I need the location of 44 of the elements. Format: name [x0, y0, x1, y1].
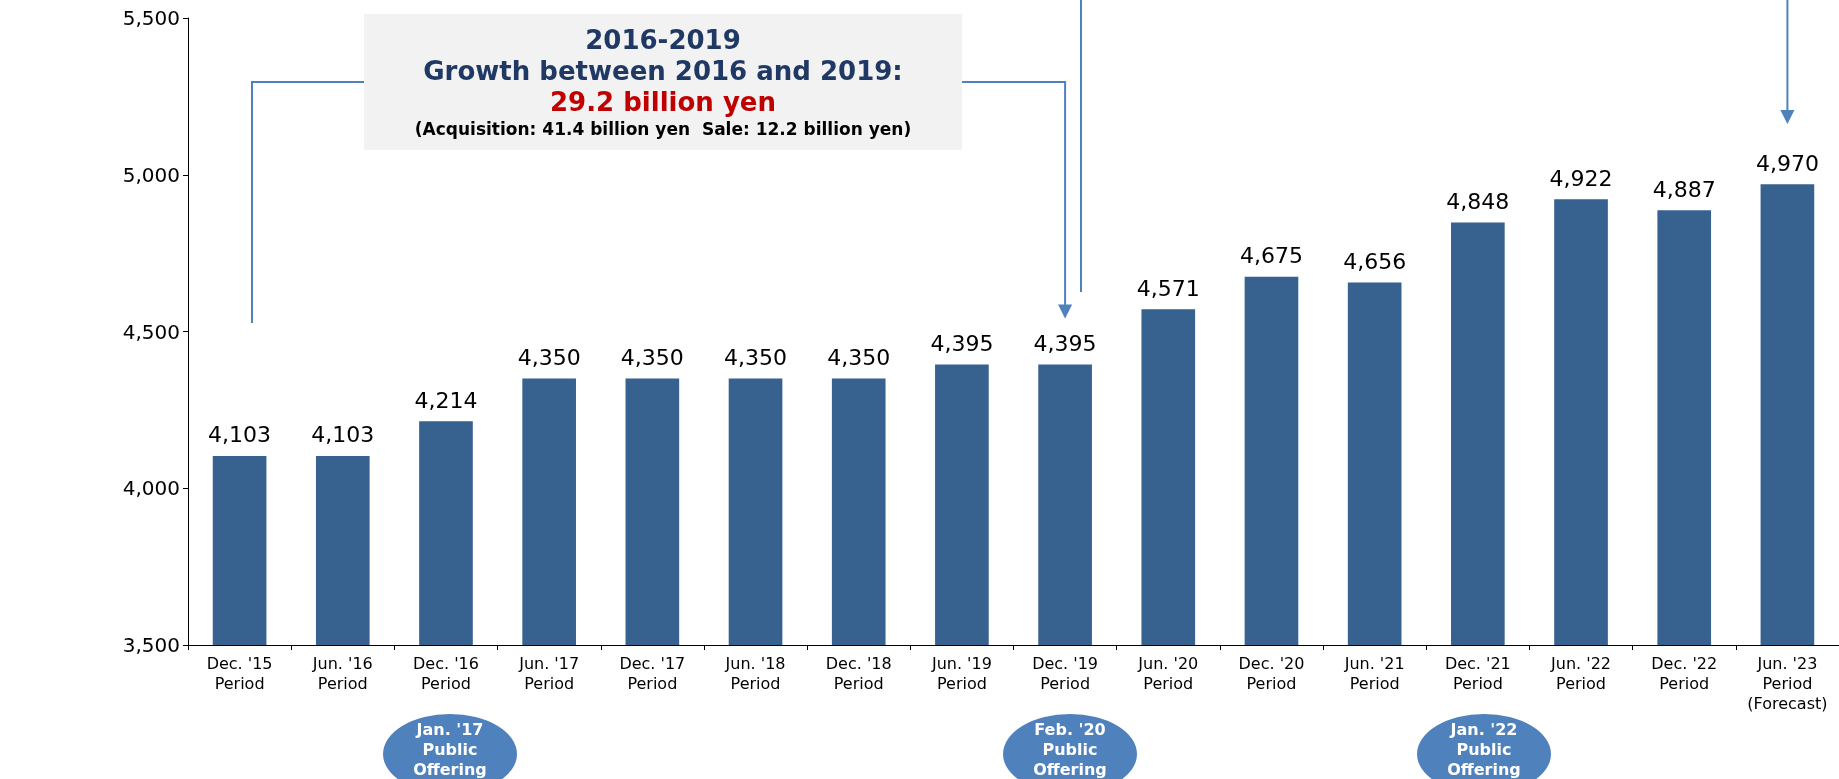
x-tick-label: Dec. '22 Period: [1651, 653, 1718, 693]
data-label: 4,656: [1343, 249, 1407, 275]
x-tick-label: Dec. '17 Period: [619, 653, 686, 693]
x-tick-label: Dec. '19 Period: [1032, 653, 1099, 693]
oval-badge: Jan. '22 Public Offering: [1417, 714, 1551, 779]
data-label: 4,848: [1446, 188, 1510, 214]
y-tick-label: 3,500: [122, 633, 180, 657]
x-tick-label: Jun. '18 Period: [724, 653, 786, 693]
data-label: 4,350: [620, 345, 684, 371]
oval-badge: Jan. '17 Public Offering: [383, 714, 517, 779]
x-tick-label: Dec. '18 Period: [825, 653, 892, 693]
x-tick-label: Jun. '21 Period: [1343, 653, 1405, 693]
y-tick-label: 5,000: [122, 162, 180, 187]
annotation: 2016-2019: [584, 25, 742, 57]
x-tick-label: Dec. '16 Period: [413, 653, 479, 693]
data-label: 4,970: [1755, 150, 1819, 176]
data-label: 4,350: [827, 345, 891, 371]
x-tick-label: Jun. '19 Period: [930, 653, 992, 693]
data-label: 4,675: [1239, 243, 1303, 269]
x-tick-label: Jun. '17 Period: [518, 653, 580, 693]
y-tick-label: 4,500: [122, 319, 180, 344]
data-label: 4,395: [1033, 330, 1097, 356]
annotation: Growth between 2016 and 2019:: [422, 56, 904, 88]
annotation: (Acquisition: 41.4 billion yen Sale: 12.2 billion yen): [413, 118, 913, 139]
data-label: 4,103: [208, 422, 272, 448]
annotation: 29.2 billion yen: [549, 87, 777, 119]
data-label: 4,350: [517, 345, 581, 371]
data-label: 4,922: [1549, 165, 1613, 191]
x-tick-label: Jun. '16 Period: [311, 653, 373, 693]
x-tick-label: Jun. '20 Period: [1137, 653, 1199, 693]
x-tick-label: Dec. '21 Period: [1444, 653, 1511, 693]
x-tick-label: Jun. '23 Period (Forecast): [1747, 653, 1828, 713]
data-label: 4,350: [724, 345, 788, 371]
y-tick-label: 4,000: [122, 476, 180, 501]
y-tick-label: 5,500: [122, 6, 180, 30]
data-label: 4,395: [930, 330, 994, 356]
data-label: 4,214: [414, 387, 478, 413]
data-label: 4,103: [311, 422, 375, 448]
x-tick-label: Dec. '20 Period: [1238, 653, 1305, 693]
data-label: 4,887: [1652, 176, 1716, 202]
oval-badge: Feb. '20 Public Offering: [1003, 714, 1137, 779]
data-label: 4,571: [1136, 275, 1200, 301]
x-tick-label: Dec. '15 Period: [206, 653, 273, 693]
x-tick-label: Jun. '22 Period: [1550, 653, 1611, 693]
